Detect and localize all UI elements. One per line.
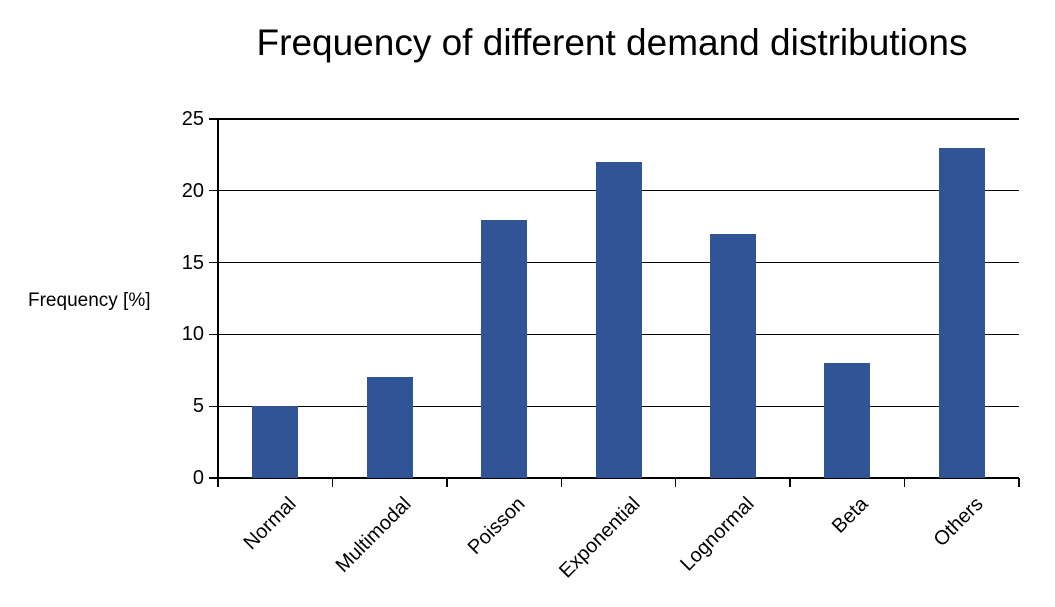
y-axis-tick-5 xyxy=(209,405,218,407)
x-axis-line xyxy=(218,477,1019,479)
bar-multimodal xyxy=(366,377,413,478)
x-axis-tick-3 xyxy=(560,478,562,487)
x-axis-tick-2 xyxy=(446,478,448,487)
y-axis-line xyxy=(217,119,219,478)
y-tick-label-20: 20 xyxy=(181,179,204,202)
plot-area: 0 5 10 15 20 25 Normal Multimodal Poisson Exponen… xyxy=(182,108,1020,582)
y-axis-tick-10 xyxy=(209,333,218,336)
x-axis-tick-5 xyxy=(789,478,791,487)
x-axis-tick-6 xyxy=(903,478,906,487)
bar-normal xyxy=(252,406,299,478)
x-category-label-lognormal: Lognormal xyxy=(676,493,759,576)
bar-poisson xyxy=(481,219,528,478)
y-tick-label-15: 15 xyxy=(181,251,204,274)
bar-exponential xyxy=(595,162,642,478)
x-axis-tick-1 xyxy=(331,478,334,487)
x-axis-tick-7 xyxy=(1018,478,1020,487)
y-tick-label-25: 25 xyxy=(181,108,204,130)
y-axis-tick-20 xyxy=(209,190,218,192)
x-category-label-normal: Normal xyxy=(239,493,301,555)
y-axis-tick-25 xyxy=(209,118,218,120)
y-tick-label-0: 0 xyxy=(192,467,204,489)
x-category-label-exponential: Exponential xyxy=(554,493,645,583)
bar-lognormal xyxy=(709,233,756,478)
gridline-25 xyxy=(218,118,1019,120)
chart-title: Frequency of different demand distributi… xyxy=(256,22,968,63)
x-axis-tick-0 xyxy=(217,478,219,487)
bar-beta xyxy=(824,363,871,478)
y-axis-label: Frequency [%] xyxy=(28,290,151,311)
y-tick-label-5: 5 xyxy=(192,395,204,418)
x-axis-tick-4 xyxy=(675,478,677,487)
y-tick-label-10: 10 xyxy=(181,323,204,346)
y-axis-tick-0 xyxy=(209,477,218,479)
bar-others xyxy=(938,147,985,478)
x-category-label-beta: Beta xyxy=(828,493,873,538)
x-category-label-others: Others xyxy=(929,493,988,552)
x-category-label-multimodal: Multimodal xyxy=(331,493,416,577)
y-axis-tick-15 xyxy=(209,261,218,264)
x-category-label-poisson: Poisson xyxy=(463,493,530,559)
